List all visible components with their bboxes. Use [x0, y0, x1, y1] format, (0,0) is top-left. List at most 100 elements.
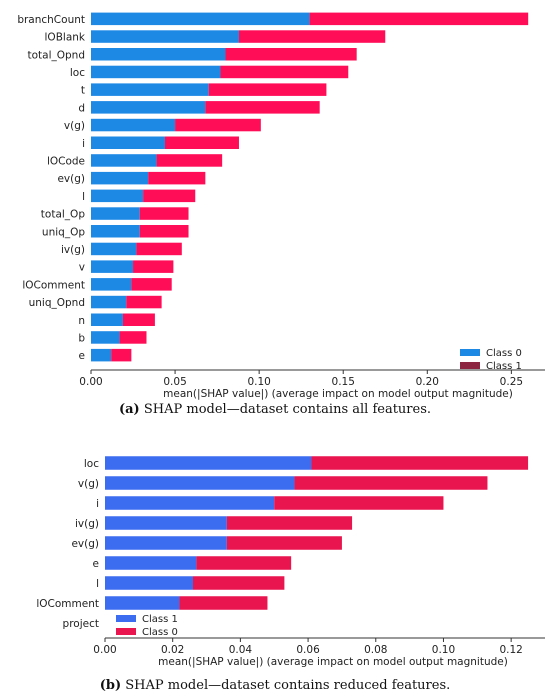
- b-x-tick-label: 0.12: [499, 644, 522, 656]
- caption-b: (b) SHAP model—dataset contains reduced …: [0, 678, 550, 693]
- a-y-tick-label: n: [78, 315, 85, 327]
- a-y-tick-label: lOComment: [22, 279, 85, 291]
- a-bar: [91, 171, 149, 185]
- a-bar: [91, 12, 310, 26]
- a-bar: [126, 295, 162, 309]
- a-y-tick-label: l: [82, 191, 85, 203]
- b-bar: [105, 496, 275, 510]
- a-bar: [133, 260, 174, 273]
- a-bar: [131, 278, 172, 291]
- a-bar: [175, 118, 261, 132]
- a-y-tick-label: v(g): [64, 120, 85, 132]
- a-x-tick-label: 0.25: [500, 376, 523, 388]
- a-y-tick-label: total_Op: [41, 209, 86, 221]
- a-bar: [309, 12, 529, 26]
- a-y-tick-label: ev(g): [57, 173, 85, 185]
- a-y-tick-label: total_Opnd: [27, 49, 85, 61]
- a-x-tick-label: 0.20: [416, 376, 439, 388]
- a-bar: [156, 154, 223, 167]
- caption-a: (a) SHAP model—dataset contains all feat…: [0, 402, 550, 417]
- a-y-tick-label: e: [79, 350, 85, 362]
- a-y-tick-label: lOBlank: [45, 32, 86, 44]
- a-bar: [139, 225, 189, 238]
- a-bar: [164, 136, 239, 149]
- b-y-tick-label: project: [63, 618, 99, 630]
- a-bar: [91, 189, 144, 203]
- a-bar: [143, 189, 196, 203]
- b-x-tick-label: 0.02: [161, 644, 184, 656]
- a-bar: [91, 278, 132, 291]
- a-y-tick-label: lOCode: [47, 155, 85, 167]
- b-y-tick-label: lOComment: [36, 598, 99, 610]
- b-legend-swatch: [116, 628, 136, 635]
- b-x-tick-label: 0.06: [296, 644, 320, 656]
- a-bar: [91, 154, 157, 167]
- a-y-tick-label: uniq_Op: [42, 226, 85, 238]
- b-legend-label: Class 0: [142, 627, 178, 638]
- b-x-axis-label: mean(|SHAP value|) (average impact on mo…: [158, 656, 508, 668]
- a-bar: [136, 242, 182, 256]
- a-bar: [91, 331, 120, 344]
- a-bar: [208, 83, 327, 96]
- a-bar: [91, 313, 123, 326]
- a-x-tick-label: 0.10: [247, 376, 270, 388]
- b-y-tick-label: e: [93, 558, 99, 570]
- a-x-axis-label: mean(|SHAP value|) (average impact on mo…: [163, 388, 513, 400]
- a-bar: [91, 295, 127, 309]
- a-y-tick-label: uniq_Opnd: [29, 297, 85, 309]
- b-y-tick-label: loc: [84, 458, 99, 470]
- a-bar: [91, 118, 176, 132]
- a-legend-label: Class 0: [486, 348, 522, 359]
- a-bar: [91, 30, 239, 43]
- a-y-tick-label: i: [82, 138, 85, 150]
- a-bar: [91, 225, 140, 238]
- a-y-tick-label: iv(g): [61, 244, 85, 256]
- b-bar: [196, 556, 292, 570]
- b-x-tick-label: 0.10: [432, 644, 455, 656]
- a-bar: [111, 348, 132, 362]
- a-legend-swatch: [460, 349, 480, 356]
- b-y-tick-label: i: [96, 498, 99, 510]
- a-y-tick-label: loc: [70, 67, 85, 79]
- a-legend-label: Class 1: [486, 361, 522, 372]
- b-bar: [105, 556, 197, 570]
- a-x-tick-label: 0.15: [332, 376, 355, 388]
- b-bar: [226, 516, 353, 530]
- a-bar: [91, 136, 165, 149]
- a-legend-swatch: [460, 362, 480, 369]
- a-bar: [238, 30, 386, 43]
- a-bar: [91, 242, 137, 256]
- a-y-tick-label: branchCount: [17, 14, 85, 26]
- a-bar: [91, 48, 226, 61]
- b-bar: [274, 496, 444, 510]
- b-y-tick-label: l: [96, 578, 99, 590]
- a-bar: [122, 313, 155, 326]
- a-y-tick-label: d: [78, 102, 85, 114]
- b-bar: [105, 536, 227, 550]
- a-bar: [91, 101, 206, 114]
- b-bar: [105, 476, 295, 490]
- b-bar: [105, 596, 180, 610]
- b-bar: [105, 516, 227, 530]
- a-y-tick-label: t: [81, 85, 85, 97]
- a-bar: [91, 348, 112, 362]
- b-bar: [311, 456, 529, 470]
- a-bar: [91, 207, 140, 220]
- b-bar: [193, 576, 285, 590]
- a-bar: [139, 207, 189, 220]
- b-bar: [294, 476, 488, 490]
- a-bar: [91, 83, 209, 96]
- caption-b-label: (b): [99, 678, 122, 693]
- a-bar: [119, 331, 147, 344]
- b-bar: [105, 576, 193, 590]
- b-y-tick-label: v(g): [78, 478, 99, 490]
- b-legend-swatch: [116, 615, 136, 622]
- a-x-tick-label: 0.00: [79, 376, 102, 388]
- caption-a-label: (a): [118, 402, 140, 417]
- b-bar: [105, 456, 312, 470]
- a-bar: [91, 65, 221, 79]
- b-legend-label: Class 1: [142, 614, 178, 625]
- a-x-tick-label: 0.05: [163, 376, 186, 388]
